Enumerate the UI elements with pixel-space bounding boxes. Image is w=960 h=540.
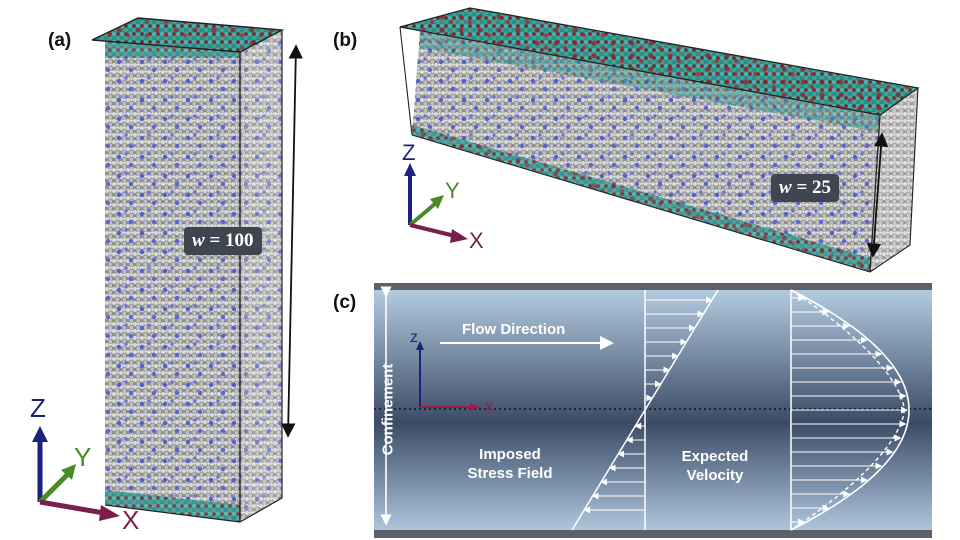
panel-label-c: (c) — [333, 292, 357, 313]
stress-field-label-line2: Stress Field — [467, 465, 553, 482]
width-var-b: w — [779, 177, 792, 198]
axis-triad-b — [404, 163, 468, 243]
simulation-box-b — [399, 7, 920, 273]
axis-label-z-b: Z — [402, 140, 416, 165]
velocity-label-line1: Expected — [681, 448, 749, 465]
panel-label-a: (a) — [48, 30, 72, 51]
width-var-a: w — [192, 230, 205, 251]
width-label-a: w = 100 — [184, 227, 262, 255]
width-value-b: = 25 — [791, 177, 832, 198]
stress-field-profile — [571, 289, 719, 531]
stress-field-label-line1: Imposed — [479, 446, 541, 463]
schematic-axis-x: x — [485, 398, 493, 415]
axis-label-z-a: Z — [30, 393, 46, 423]
velocity-profile — [790, 289, 910, 531]
bottom-wall — [374, 530, 932, 538]
axis-label-y-a: Y — [74, 442, 92, 472]
axis-label-x-b: X — [469, 228, 484, 253]
stress-field-label: Imposed Stress Field — [455, 445, 565, 483]
height-arrow-a — [281, 44, 303, 438]
panel-label-b: (b) — [333, 30, 358, 51]
axis-triad-a — [32, 426, 120, 521]
flow-direction-label: Flow Direction — [462, 321, 566, 338]
velocity-label: Expected Velocity — [660, 447, 770, 485]
confinement-label: Confinement — [379, 363, 397, 456]
width-value-a: = 100 — [204, 230, 254, 251]
height-arrow-b — [866, 132, 889, 258]
axis-label-y-b: Y — [445, 178, 460, 203]
width-label-b: w = 25 — [771, 174, 840, 202]
schematic-axis-z: z — [410, 329, 418, 346]
simulation-box-a — [91, 17, 285, 523]
axis-label-x-a: X — [122, 505, 140, 535]
top-wall — [374, 283, 932, 290]
velocity-label-line2: Velocity — [686, 467, 744, 484]
